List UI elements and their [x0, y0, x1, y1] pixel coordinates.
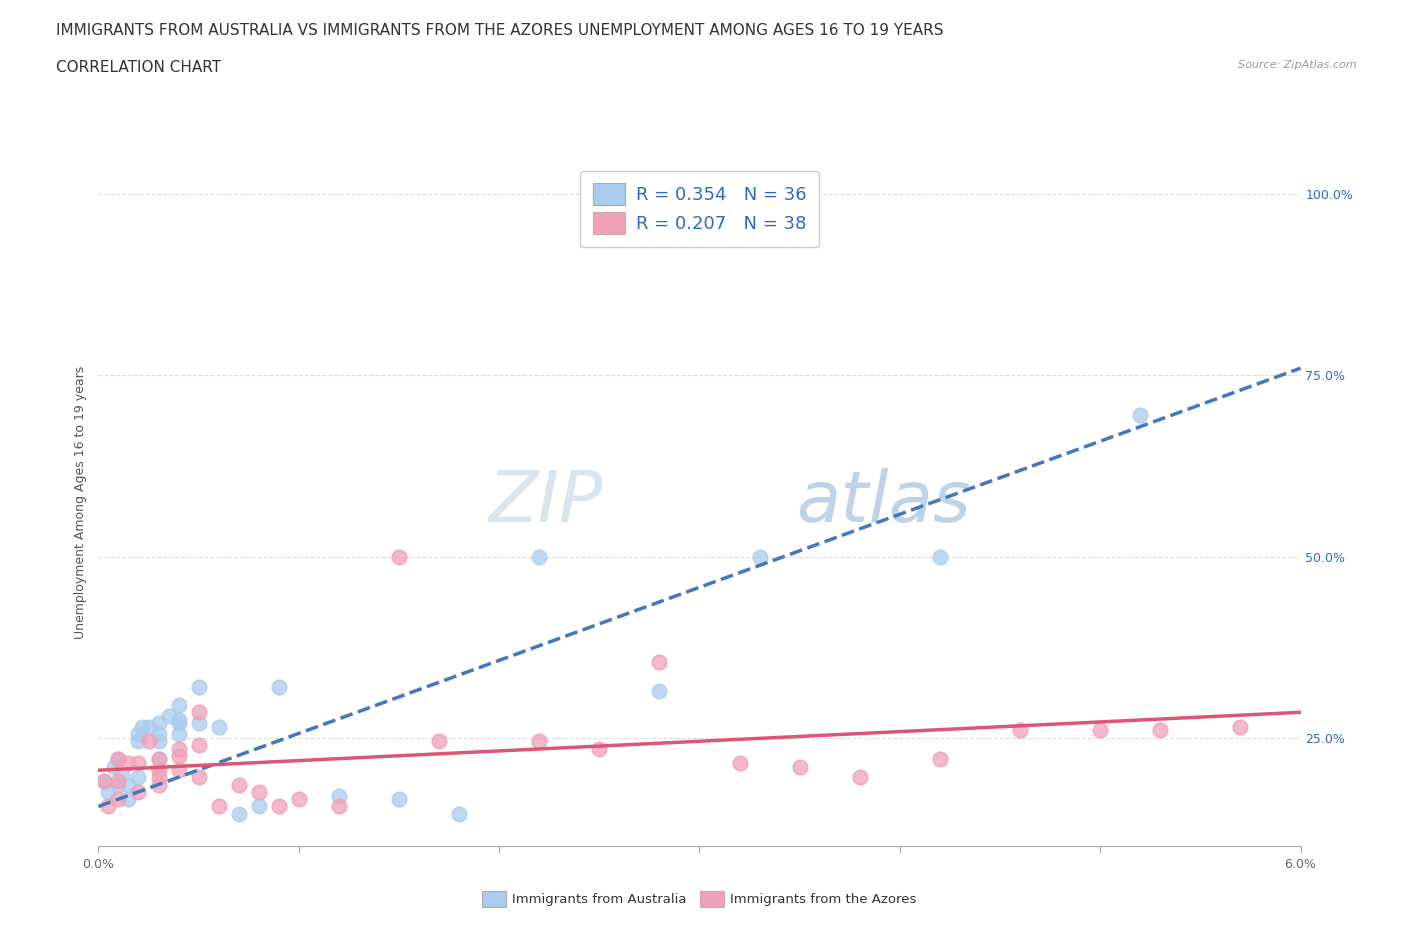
Point	[111, 766, 134, 781]
Point	[148, 777, 170, 792]
Point	[117, 777, 139, 792]
Point	[789, 759, 811, 774]
Point	[107, 752, 129, 767]
Point	[529, 549, 551, 564]
Point	[208, 799, 231, 814]
Point	[1229, 719, 1251, 734]
Point	[447, 806, 470, 821]
Point	[648, 684, 671, 698]
Point	[247, 799, 270, 814]
Point	[228, 777, 250, 792]
Point	[728, 755, 751, 770]
Point	[247, 785, 270, 800]
Point	[128, 755, 150, 770]
Point	[128, 770, 150, 785]
Point	[131, 719, 153, 734]
Point	[187, 705, 209, 720]
Point	[107, 791, 129, 806]
Point	[208, 719, 231, 734]
Point	[107, 777, 129, 792]
Point	[187, 770, 209, 785]
Point	[167, 712, 190, 727]
Point	[167, 763, 190, 777]
Point	[187, 680, 209, 695]
Text: IMMIGRANTS FROM AUSTRALIA VS IMMIGRANTS FROM THE AZORES UNEMPLOYMENT AMONG AGES : IMMIGRANTS FROM AUSTRALIA VS IMMIGRANTS …	[56, 23, 943, 38]
Point	[1090, 723, 1112, 737]
Point	[267, 799, 290, 814]
Point	[588, 741, 610, 756]
Point	[167, 741, 190, 756]
Point	[107, 774, 129, 789]
Point	[187, 716, 209, 731]
Point	[1129, 408, 1152, 423]
Point	[148, 752, 170, 767]
Point	[148, 716, 170, 731]
Point	[138, 719, 160, 734]
Point	[93, 774, 115, 789]
Point	[148, 752, 170, 767]
Point	[427, 734, 450, 749]
Text: ZIP: ZIP	[489, 468, 603, 537]
Text: CORRELATION CHART: CORRELATION CHART	[56, 60, 221, 75]
Point	[167, 726, 190, 741]
Point	[648, 654, 671, 669]
Point	[849, 770, 872, 785]
Point	[388, 549, 411, 564]
Point	[128, 734, 150, 749]
Point	[117, 755, 139, 770]
Point	[1010, 723, 1032, 737]
Point	[228, 806, 250, 821]
Point	[1149, 723, 1171, 737]
Point	[128, 785, 150, 800]
Point	[148, 726, 170, 741]
Point	[267, 680, 290, 695]
Point	[97, 799, 120, 814]
Point	[157, 709, 180, 724]
Text: atlas: atlas	[796, 468, 970, 537]
Point	[103, 759, 125, 774]
Point	[929, 752, 952, 767]
Point	[93, 774, 115, 789]
Point	[138, 734, 160, 749]
Point	[167, 716, 190, 731]
Y-axis label: Unemployment Among Ages 16 to 19 years: Unemployment Among Ages 16 to 19 years	[75, 365, 87, 639]
Point	[929, 549, 952, 564]
Point	[288, 791, 311, 806]
Point	[167, 698, 190, 712]
Point	[148, 734, 170, 749]
Text: Source: ZipAtlas.com: Source: ZipAtlas.com	[1239, 60, 1357, 71]
Point	[187, 737, 209, 752]
Point	[328, 799, 350, 814]
Legend: Immigrants from Australia, Immigrants from the Azores: Immigrants from Australia, Immigrants fr…	[477, 885, 922, 912]
Point	[328, 788, 350, 803]
Point	[128, 726, 150, 741]
Point	[148, 763, 170, 777]
Point	[388, 791, 411, 806]
Point	[97, 785, 120, 800]
Point	[107, 752, 129, 767]
Point	[148, 770, 170, 785]
Point	[167, 749, 190, 764]
Point	[117, 791, 139, 806]
Point	[529, 734, 551, 749]
Point	[748, 549, 770, 564]
